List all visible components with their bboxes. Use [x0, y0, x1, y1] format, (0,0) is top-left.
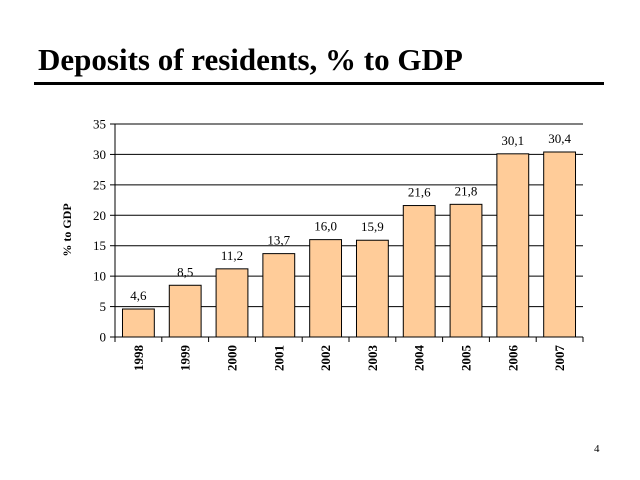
y-tick-label: 30 — [93, 147, 106, 162]
data-labels: 4,6 8,5 11,2 13,7 16,0 15,9 21,6 21,8 30,1 30,4 — [130, 131, 571, 303]
y-tick-label: 35 — [93, 117, 106, 132]
data-label: 30,1 — [501, 133, 524, 148]
title-divider — [34, 82, 604, 85]
y-tick-label: 10 — [93, 269, 106, 284]
x-tick-label: 2004 — [412, 345, 427, 372]
y-tick-label: 5 — [100, 299, 107, 314]
bar — [121, 308, 155, 338]
bar — [355, 239, 389, 338]
bars — [121, 151, 577, 338]
y-axis-title: % to GDP — [60, 203, 74, 256]
x-tick-label: 2000 — [225, 345, 240, 371]
bar — [496, 153, 530, 338]
data-label: 11,2 — [221, 248, 243, 263]
bar — [309, 239, 343, 338]
data-label: 15,9 — [361, 219, 384, 234]
data-label: 16,0 — [314, 219, 337, 234]
x-tick-label: 2001 — [271, 345, 286, 371]
y-tick-label: 15 — [93, 238, 106, 253]
y-tick-label: 20 — [93, 208, 106, 223]
y-tick-label: 0 — [100, 330, 107, 345]
x-tick-label: 1999 — [178, 345, 193, 372]
x-tick-label: 2003 — [365, 345, 380, 372]
page-title: Deposits of residents, % to GDP — [38, 42, 463, 77]
bar — [215, 268, 249, 338]
data-label: 21,8 — [455, 183, 478, 198]
bar — [168, 284, 202, 338]
x-tick-label: 1998 — [131, 345, 146, 372]
bar — [449, 203, 483, 338]
data-label: 13,7 — [267, 233, 290, 248]
page-number: 4 — [594, 443, 600, 455]
data-label: 30,4 — [548, 131, 571, 146]
x-tick-label: 2007 — [552, 345, 567, 372]
bar — [543, 151, 577, 338]
data-label: 8,5 — [177, 264, 193, 279]
axes: 0 5 10 15 20 25 30 35 1998 1999 2000 2001 2002 2003 20… — [93, 117, 584, 372]
y-tick-label: 25 — [93, 177, 106, 192]
data-label: 21,6 — [408, 185, 431, 200]
bar — [402, 205, 436, 338]
x-tick-label: 2005 — [459, 345, 474, 372]
x-tick-label: 2006 — [505, 345, 520, 372]
data-label: 4,6 — [130, 288, 147, 303]
x-tick-label: 2002 — [318, 345, 333, 371]
bar — [262, 253, 296, 338]
